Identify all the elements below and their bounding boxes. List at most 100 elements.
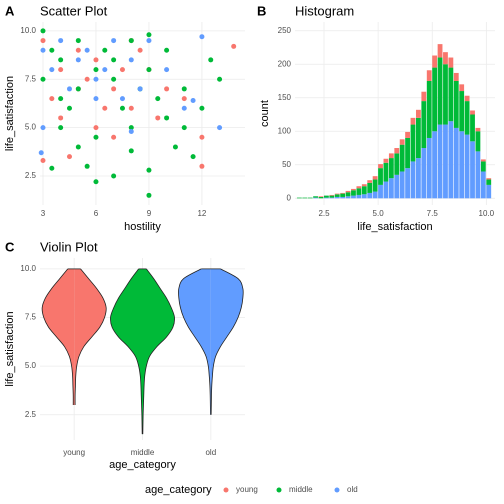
bar [486,179,492,185]
bar [372,179,378,192]
violin-fill [42,268,75,405]
point [128,57,134,63]
x-axis-title: age_category [109,459,176,471]
bar [340,196,346,199]
point [58,67,64,73]
bar [313,196,318,198]
bar [459,91,465,132]
bar [480,161,486,172]
y-tick-label: 2.5 [25,171,37,180]
point [181,96,187,102]
point [111,173,117,179]
panel-tag: C [5,239,15,254]
panel-title: Histogram [295,3,354,18]
point [40,47,46,53]
x-tick-label: middle [131,448,155,457]
bar [367,180,373,183]
bar [361,186,367,195]
point [58,57,64,63]
legend-label: old [347,485,358,494]
point [199,163,205,169]
bar [324,195,329,198]
point [111,57,117,63]
point [93,76,99,82]
point [181,125,187,131]
bar [415,117,421,159]
point [128,38,134,44]
bar [378,168,383,185]
point [128,125,134,131]
bar [388,153,394,159]
point [102,105,108,111]
bar [448,57,454,68]
point [49,47,55,53]
point [93,134,99,140]
bar [378,164,383,169]
bar [437,124,443,199]
bar [383,181,389,199]
panel-title: Violin Plot [40,239,98,254]
point [128,148,134,154]
bar [480,171,486,199]
point [146,67,152,73]
bar [367,192,373,199]
point [217,76,223,82]
bar [388,158,394,179]
bar [361,194,367,199]
y-tick-label: 10.0 [20,26,36,35]
x-tick-label: 6 [94,209,99,218]
point [75,47,81,53]
bar [405,137,410,169]
point [49,67,55,73]
bar [410,161,416,199]
point [75,38,81,44]
x-tick-label: 5.0 [373,209,385,218]
point [199,134,205,140]
violin-outline [178,268,211,415]
violin-fill [178,268,211,415]
bar [432,55,438,68]
point [102,47,108,53]
panel-tag: B [257,3,266,18]
point [146,192,152,198]
bar [329,195,335,198]
point [93,57,99,63]
bar [415,109,421,118]
bar [459,131,465,199]
violin-outline [142,268,175,435]
bar [470,114,475,142]
legend-title: age_category [145,484,212,496]
bar [329,194,335,196]
violin-fill [142,268,175,435]
point [231,43,237,49]
point [40,158,46,164]
bar [372,176,378,180]
bar [324,197,329,199]
point [137,47,143,53]
point [199,34,205,40]
bar [453,72,459,81]
bar [464,101,470,135]
violin-outline [210,268,244,415]
point [164,67,170,73]
y-tick-label: 50 [282,160,291,169]
point [58,115,64,121]
bar [464,95,470,102]
bar [394,148,400,154]
bar [394,153,400,175]
bar [453,127,459,199]
legend-swatch [223,487,229,493]
bar [437,44,443,58]
point [111,76,117,82]
bar [475,151,481,199]
panel-tag: A [5,3,15,18]
point [58,38,64,44]
bar [486,184,492,199]
point [111,134,117,140]
bar [437,57,443,125]
bar [318,196,324,199]
bar [302,197,308,199]
bar [356,186,362,189]
point [111,38,117,44]
bar [394,174,400,199]
